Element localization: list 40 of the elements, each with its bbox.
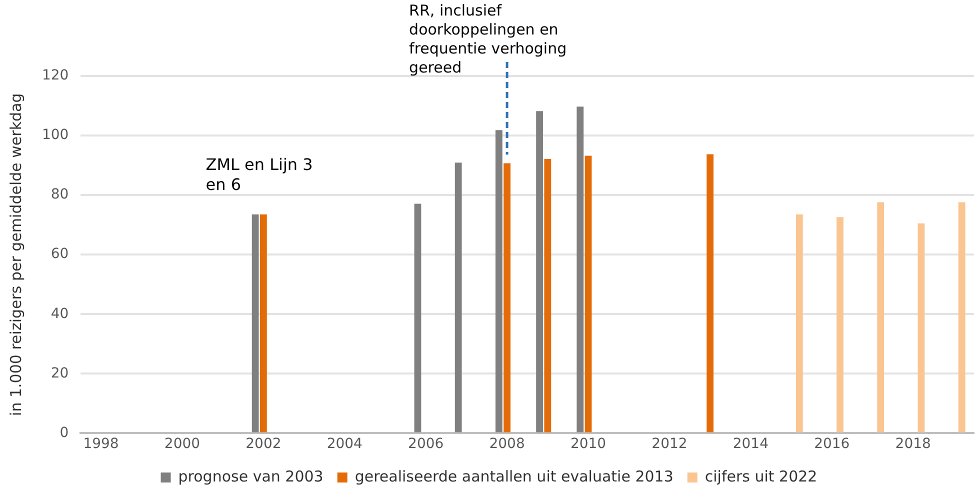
legend-label: gerealiseerde aantallen uit evaluatie 2013 xyxy=(354,467,674,486)
bar xyxy=(252,214,259,432)
bar xyxy=(414,204,422,432)
y-tick-label: 20 xyxy=(50,365,69,382)
x-tick-label: 2006 xyxy=(408,436,444,452)
x-tick-label: 2004 xyxy=(326,436,363,452)
x-tick-label: 2016 xyxy=(814,436,850,452)
y-tick-label: 100 xyxy=(42,127,69,144)
y-tick-label: 0 xyxy=(60,424,69,441)
bar xyxy=(260,214,267,432)
x-tick-label: 1998 xyxy=(83,436,119,452)
bar xyxy=(584,156,592,432)
x-tick-label: 2008 xyxy=(489,436,525,452)
bar xyxy=(536,111,543,432)
bar xyxy=(958,202,966,432)
bar xyxy=(576,106,584,432)
bar xyxy=(796,214,803,432)
y-axis-title: in 1.000 reizigers per gemiddelde werkdag xyxy=(6,93,25,416)
bar xyxy=(706,154,714,432)
x-tick-label: 2018 xyxy=(895,436,931,452)
x-tick-label: 2000 xyxy=(164,436,200,452)
bar xyxy=(454,162,462,432)
bar xyxy=(918,223,925,432)
bar xyxy=(544,159,552,432)
ref-line-label: RR, inclusief doorkoppelingen en frequentie verhoging gereed xyxy=(409,1,567,76)
bar xyxy=(836,217,844,432)
y-tick-label: 40 xyxy=(50,306,69,322)
annotation: ZML en Lijn 3 en 6 xyxy=(206,155,313,194)
x-tick-label: 2014 xyxy=(732,436,769,452)
y-tick-label: 60 xyxy=(50,246,69,262)
y-tick-label: 80 xyxy=(50,186,69,203)
bar xyxy=(495,130,502,432)
x-tick-label: 2002 xyxy=(246,436,282,452)
x-tick-label: 2012 xyxy=(652,436,688,452)
legend-label: prognose van 2003 xyxy=(178,467,324,486)
bar xyxy=(504,163,511,432)
y-tick-label: 120 xyxy=(42,68,69,84)
bar xyxy=(877,202,884,432)
x-tick-label: 2010 xyxy=(570,436,606,452)
legend-label: cijfers uit 2022 xyxy=(704,467,818,486)
